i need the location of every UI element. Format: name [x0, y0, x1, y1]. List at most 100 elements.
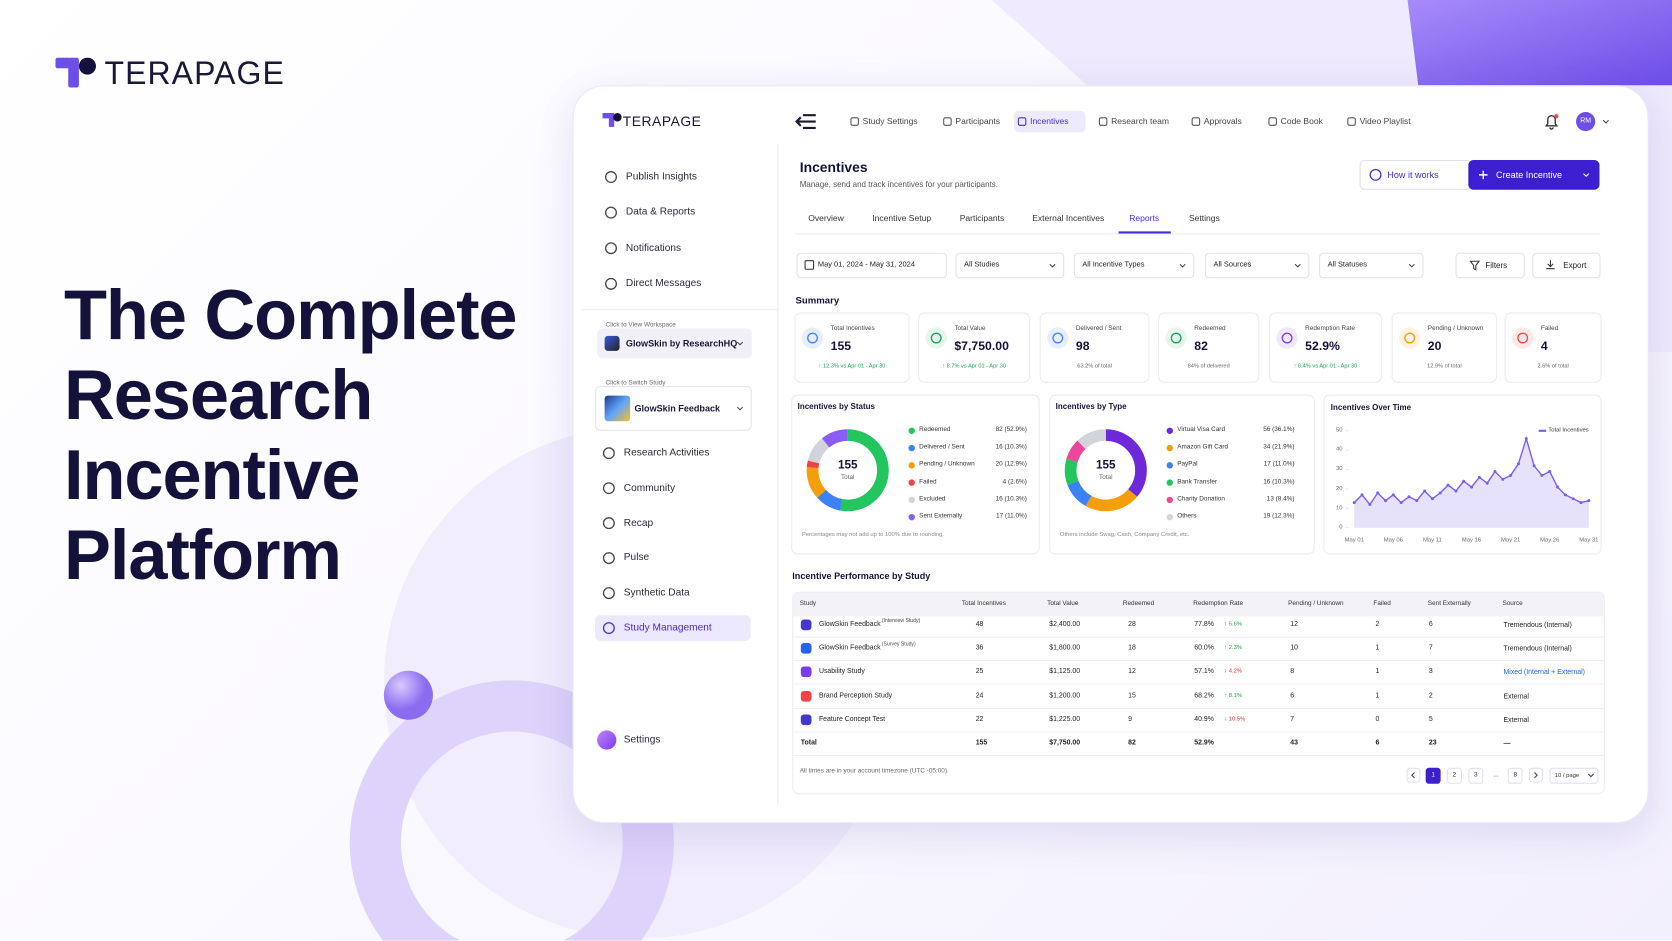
page-button[interactable] [1425, 767, 1441, 784]
sidebar-item[interactable]: Community [623, 482, 676, 494]
nav-item[interactable]: Research team [1111, 116, 1169, 127]
tab[interactable]: Reports [1129, 213, 1160, 224]
create-button[interactable] [1468, 159, 1600, 190]
table-header [793, 592, 1604, 617]
table-cell: Tremendous (Internal) [1503, 621, 1572, 630]
table-cell: 15 [1128, 691, 1136, 700]
y-tick-label: 10 [1335, 504, 1343, 512]
sidebar-item[interactable]: Notifications [625, 242, 682, 254]
filters-button[interactable] [1455, 252, 1525, 279]
summary-card [1039, 312, 1150, 383]
table-cell: 1 [1375, 668, 1380, 676]
tab[interactable]: Incentive Setup [872, 213, 932, 224]
sidebar-item[interactable]: Pulse [623, 552, 650, 564]
table-cell: 23 [1428, 739, 1437, 747]
page-button[interactable] [1468, 767, 1484, 784]
page-button[interactable] [1507, 767, 1523, 784]
study-name: GlowSkin Feedback [634, 402, 721, 414]
column-header: Failed [1373, 600, 1391, 608]
select[interactable] [1204, 252, 1310, 279]
table-cell: 2 [1428, 691, 1433, 700]
section-title: Incentive Performance by Study [792, 570, 931, 582]
page-prev[interactable] [1406, 767, 1421, 783]
nav-item[interactable]: Approvals [1203, 116, 1242, 127]
x-tick-label: May 31 [1579, 537, 1599, 544]
study-switch[interactable] [595, 386, 752, 431]
table-cell: $2,400.00 [1049, 620, 1081, 629]
page-size-label: 10 / page [1554, 772, 1580, 779]
user-avatar[interactable]: RM [1576, 111, 1596, 132]
bg-sphere [383, 670, 433, 720]
create-label: Create Incentive [1496, 169, 1563, 181]
card-note: 63.2% of total [1077, 363, 1112, 370]
table-cell: 12 [1290, 620, 1298, 629]
y-tick-label: 0 [1339, 524, 1343, 531]
select-text: All Statuses [1327, 261, 1367, 269]
table-cell: 155 [975, 739, 988, 747]
sidebar-settings[interactable]: Settings [623, 733, 661, 746]
x-tick-label: May 11 [1423, 537, 1442, 544]
tab[interactable]: External Incentives [1032, 213, 1105, 224]
legend-name: PayPal [1177, 461, 1198, 468]
y-tick-label: 40 [1335, 446, 1343, 454]
page-button[interactable] [1447, 767, 1462, 784]
nav-item[interactable]: Incentives [1030, 116, 1069, 127]
sidebar-item[interactable]: Direct Messages [625, 277, 702, 290]
nav-item[interactable]: Video Playlist [1359, 116, 1411, 127]
summary-card [918, 312, 1031, 383]
rate-change: ↑ 2.3% [1224, 645, 1243, 652]
sidebar-item[interactable]: Study Management [623, 621, 712, 634]
page-number[interactable]: 1 [1431, 771, 1435, 779]
legend-name: Virtual Visa Card [1177, 426, 1226, 434]
page-number[interactable]: 2 [1452, 771, 1457, 779]
donut-center-value: 155 [1095, 458, 1116, 472]
column-header: Pending / Unknown [1288, 600, 1344, 608]
nav-item[interactable]: Study Settings [862, 116, 918, 127]
y-tick-label: 30 [1335, 466, 1343, 473]
menu-toggle[interactable] [794, 113, 817, 130]
sidebar-item[interactable]: Publish Insights [625, 170, 697, 183]
select[interactable] [1319, 252, 1424, 279]
sidebar-item[interactable]: Recap [623, 517, 654, 529]
table-cell: 2 [1375, 620, 1380, 629]
page-next[interactable] [1529, 767, 1543, 783]
sidebar-item[interactable]: Research Activities [623, 447, 710, 459]
table-cell: 9 [1128, 715, 1133, 723]
nav-item[interactable]: Code Book [1280, 116, 1323, 127]
workspace-switch[interactable] [597, 328, 752, 359]
study-icon [800, 666, 812, 678]
export-button[interactable] [1532, 252, 1601, 279]
x-tick-label: May 21 [1500, 537, 1521, 544]
page-number[interactable]: 3 [1474, 771, 1478, 779]
nav-item[interactable]: Participants [955, 116, 1000, 127]
card-label: Failed [1540, 325, 1559, 333]
study-tag: (Interview Study) [881, 618, 921, 624]
page-number[interactable]: 8 [1513, 771, 1518, 779]
select[interactable] [1073, 252, 1195, 279]
legend-name: Failed [919, 478, 937, 486]
tab[interactable]: Participants [959, 213, 1005, 224]
sidebar-item[interactable]: Data & Reports [625, 206, 696, 219]
active-item [595, 615, 751, 641]
notification-bell[interactable] [1543, 113, 1560, 130]
table-cell: External [1503, 692, 1529, 701]
caption: Click to Switch Study [605, 380, 666, 387]
date-range[interactable] [796, 252, 947, 279]
tab[interactable]: Overview [808, 213, 844, 224]
chart-panel [1323, 394, 1602, 555]
legend-name: Redeemed [919, 426, 951, 434]
page-size[interactable] [1549, 767, 1599, 784]
table-cell: 1 [1375, 691, 1380, 700]
row-rule [793, 707, 1604, 709]
sidebar-item[interactable]: Synthetic Data [623, 587, 690, 599]
table-footnote: All times are in your account timezone (… [799, 768, 949, 775]
column-header: Sent Externally [1427, 600, 1471, 608]
headline: The Complete Research Incentive Platform [63, 275, 518, 594]
rate-change: ↓ 10.5% [1224, 716, 1246, 723]
avatar [597, 730, 617, 750]
table-cell: 10 [1290, 644, 1298, 652]
card-label: Total Incentives [830, 325, 875, 333]
card-value: 52.9% [1305, 340, 1340, 354]
tab[interactable]: Settings [1188, 213, 1220, 224]
select[interactable] [955, 252, 1065, 279]
